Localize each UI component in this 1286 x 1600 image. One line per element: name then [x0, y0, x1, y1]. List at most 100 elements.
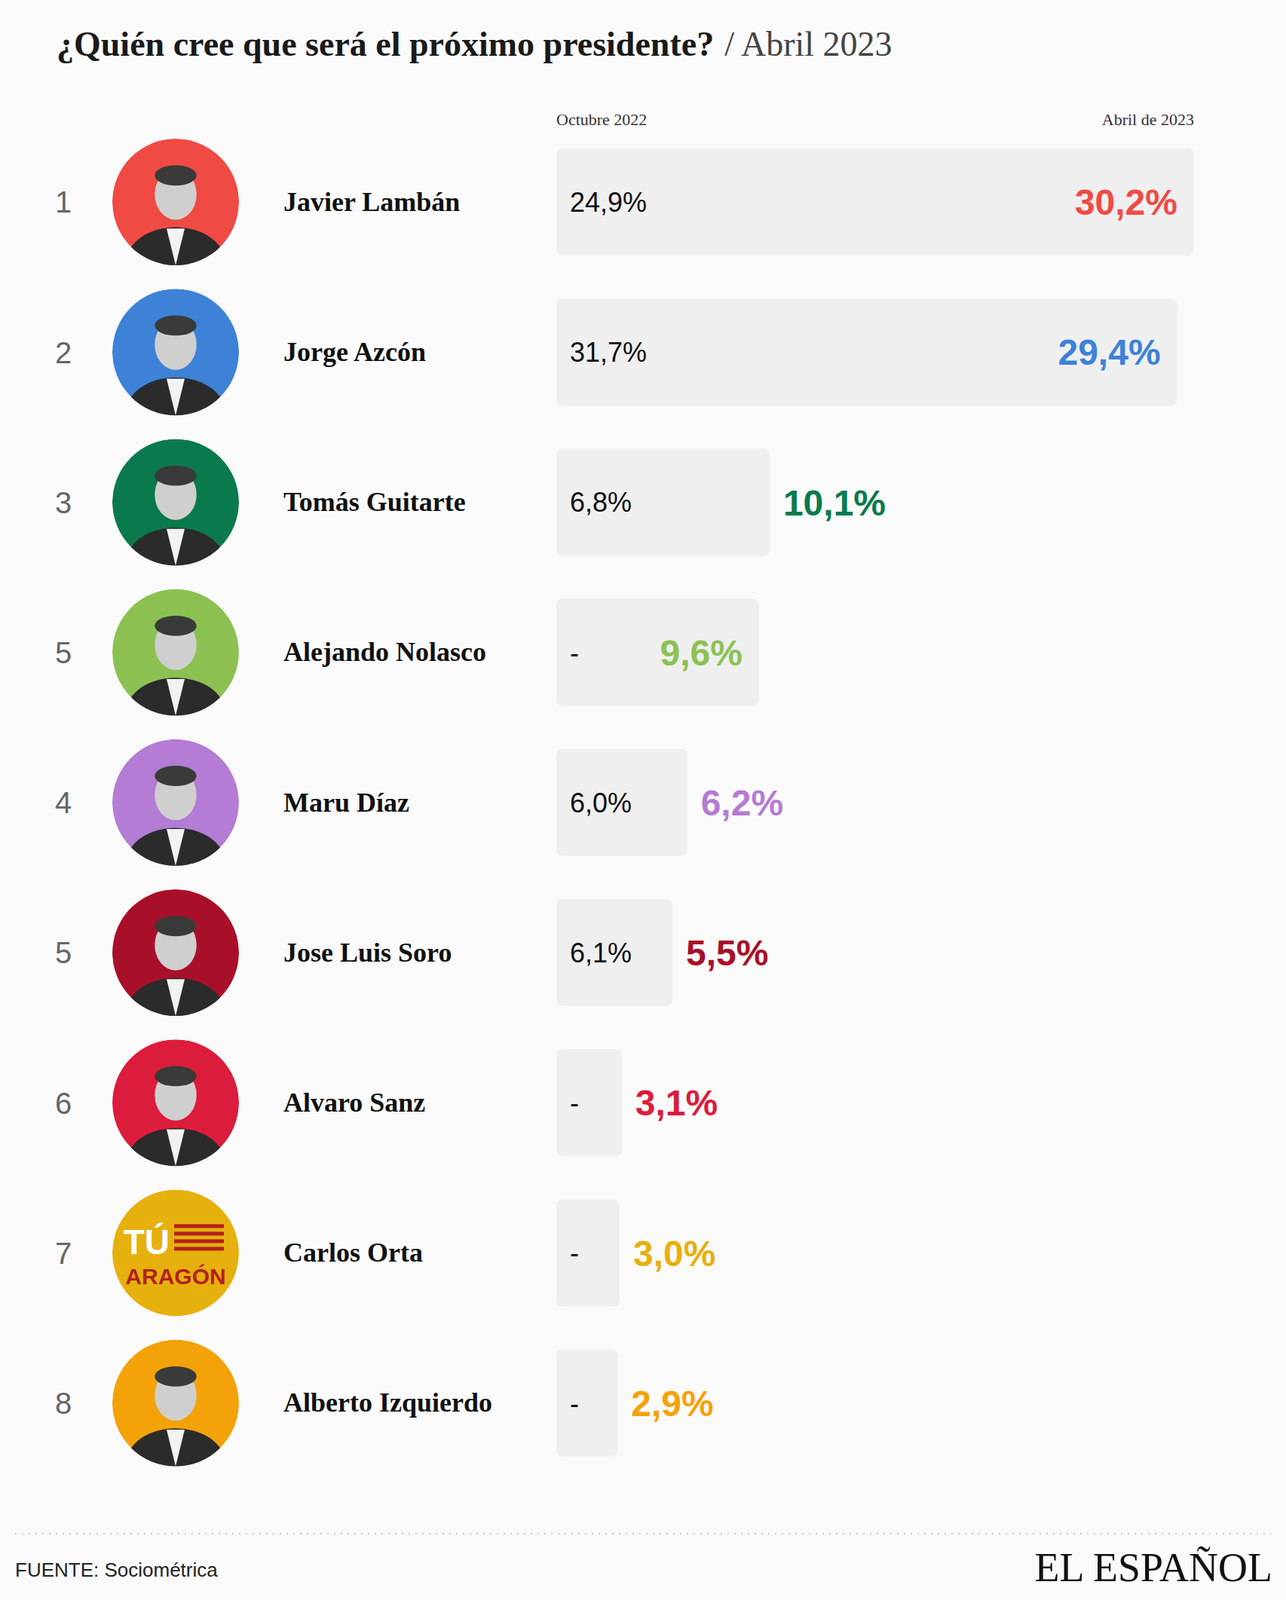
silhouette	[166, 829, 185, 867]
title: ¿Quién cree que será el próximo presiden…	[56, 24, 714, 64]
bar	[556, 448, 770, 556]
silhouette	[154, 1065, 196, 1087]
data-label: 24,9%	[569, 186, 647, 218]
rank: 1	[55, 185, 72, 219]
labels: 1 Javier Lambán 24,9% 30,2% 2 Jorge Azcón 31,7…	[55, 182, 1178, 1424]
data-label: -	[569, 1087, 579, 1119]
silhouette	[154, 765, 196, 787]
name: Alberto Izquierdo	[283, 1387, 493, 1418]
data-label: 10,1%	[783, 483, 886, 524]
avatar-circle	[112, 889, 239, 1017]
bar	[556, 1350, 618, 1458]
bar	[556, 148, 1195, 256]
column-header: Octubre 2022	[556, 110, 647, 129]
avatar	[112, 288, 239, 448]
silhouette	[154, 465, 196, 487]
avatar-circle	[112, 1189, 239, 1317]
data-label: 31,7%	[569, 336, 647, 368]
name: Jose Luis Soro	[283, 937, 452, 968]
name: Javier Lambán	[283, 186, 460, 218]
silhouette	[166, 679, 185, 717]
silhouette	[166, 378, 185, 416]
name: Tomás Guitarte	[283, 486, 466, 518]
bar	[556, 298, 1178, 406]
data-label: 30,2%	[1074, 182, 1178, 223]
data-label: 3,1%	[635, 1083, 718, 1124]
data-label: -	[569, 1388, 579, 1420]
data-label: 3,0%	[633, 1233, 716, 1274]
bar	[556, 899, 673, 1007]
bar	[556, 749, 688, 857]
rank: 5	[55, 936, 72, 970]
data-label: 2,9%	[630, 1383, 714, 1424]
source: FUENTE: Sociométrica	[15, 1558, 218, 1582]
avatar	[112, 589, 239, 748]
data-label: 6,0%	[569, 787, 632, 819]
silhouette	[154, 315, 196, 336]
avatar	[112, 138, 239, 298]
logo-text: ARAGÓN	[125, 1264, 226, 1290]
logo-stripe	[174, 1239, 224, 1244]
silhouette	[125, 227, 225, 298]
avatar-circle	[112, 1039, 239, 1167]
data-label: 5,5%	[685, 933, 769, 974]
data-label: 29,4%	[1057, 332, 1161, 373]
silhouette	[154, 615, 196, 637]
avatar	[112, 1039, 239, 1198]
logo-stripe	[174, 1224, 224, 1228]
silhouette	[166, 979, 185, 1017]
rank: 7	[55, 1237, 72, 1271]
name: Maru Díaz	[283, 787, 410, 818]
logo-stripe	[174, 1231, 224, 1236]
silhouette	[125, 677, 225, 748]
silhouette	[154, 1366, 196, 1388]
data-label: 9,6%	[660, 633, 743, 674]
bars	[556, 148, 1195, 1458]
silhouette	[125, 377, 225, 448]
avatar	[112, 438, 239, 598]
name: Alejando Nolasco	[283, 636, 487, 668]
data-label: 6,8%	[569, 486, 632, 518]
silhouette	[166, 228, 185, 266]
rank: 3	[55, 486, 72, 520]
silhouette	[125, 1128, 225, 1198]
avatar-circle	[112, 138, 239, 266]
rank: 2	[55, 336, 72, 370]
chart: ¿Quién cree que será el próximo presiden…	[0, 0, 1286, 1600]
name: Alvaro Sanz	[283, 1087, 426, 1118]
avatar	[112, 889, 239, 1048]
divider	[15, 1533, 1271, 1535]
logo-stripe	[174, 1246, 224, 1251]
rank: 5	[55, 636, 72, 670]
data-label: -	[569, 1237, 579, 1269]
avatar-circle	[112, 739, 239, 867]
silhouette	[125, 827, 225, 898]
data-label: 6,2%	[701, 783, 784, 824]
avatar-circle	[112, 288, 239, 416]
name: Carlos Orta	[283, 1237, 423, 1268]
rank: 6	[55, 1086, 72, 1121]
silhouette	[125, 978, 225, 1048]
silhouette	[125, 1428, 225, 1498]
avatar	[112, 739, 239, 898]
bar	[556, 1049, 622, 1157]
silhouette	[166, 529, 185, 567]
silhouette	[154, 915, 196, 937]
avatar-circle	[112, 1340, 239, 1467]
silhouette	[154, 165, 196, 186]
avatar	[112, 1340, 239, 1499]
name: Jorge Azcón	[283, 336, 426, 368]
silhouette	[166, 1129, 185, 1167]
avatar-circle	[112, 589, 239, 717]
bar	[556, 1199, 620, 1307]
bar	[556, 599, 760, 707]
column-header: Abril de 2023	[1102, 110, 1195, 129]
silhouette	[166, 1429, 185, 1467]
publisher: EL ESPAÑOL	[1034, 1545, 1273, 1591]
data-label: 6,1%	[569, 937, 632, 969]
avatar-circle	[112, 438, 239, 566]
silhouette	[125, 527, 225, 598]
title-line: ¿Quién cree que será el próximo presiden…	[56, 24, 893, 64]
avatar: TÚARAGÓN	[112, 1189, 239, 1317]
rank: 8	[55, 1387, 72, 1421]
